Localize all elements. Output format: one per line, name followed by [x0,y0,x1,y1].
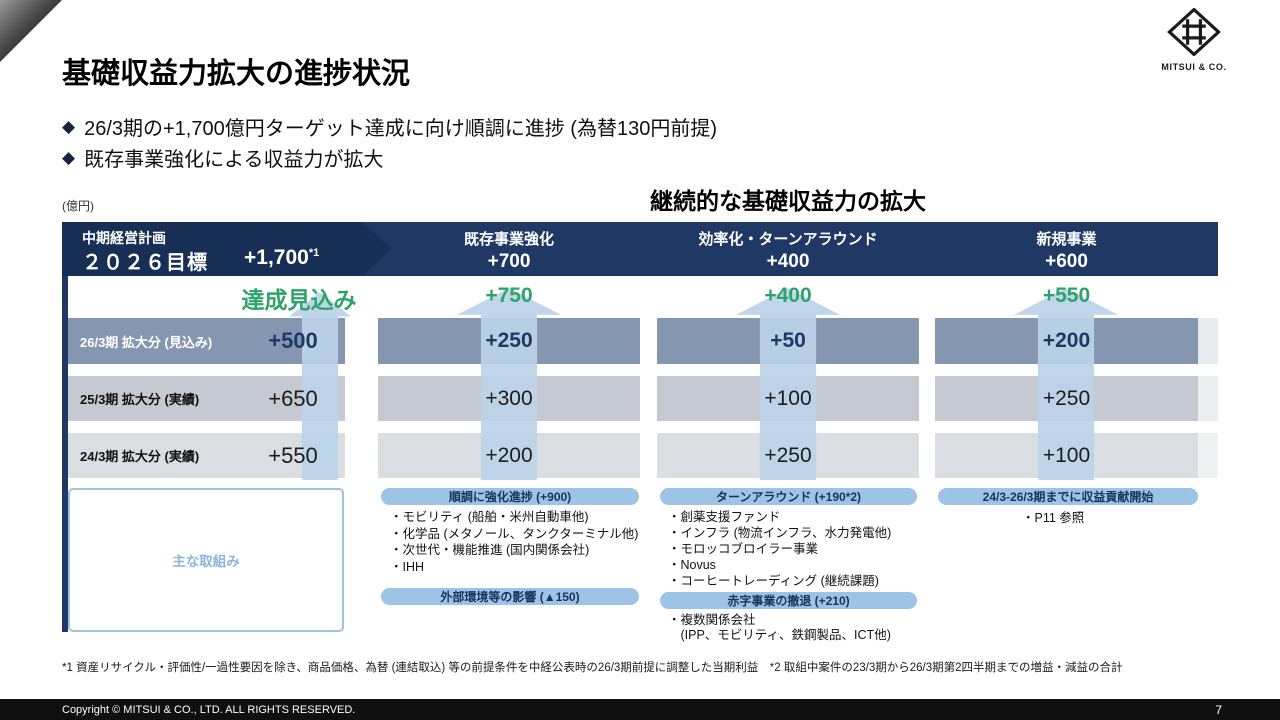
row-total: +650 [268,385,318,411]
cell-value: +100 [1042,443,1091,467]
cell-value: +100 [764,386,812,410]
note-pill: ターンアラウンド (+190*2) [660,488,917,505]
note-list: ・P11 参照 [1022,510,1084,527]
footer-bar: Copyright © MITSUI & CO., LTD. ALL RIGHT… [0,699,1280,720]
forecast-value: +550 [1042,284,1091,307]
note-pill: 24/3-26/3期までに収益貢献開始 [938,488,1198,505]
cell-value: +50 [770,329,806,352]
column-target: +400 [766,251,810,272]
plan-label-line1: 中期経営計画 [82,230,166,246]
row-total: +500 [268,328,318,353]
note-list: ・複数関係会社 (IPP、モビリティ、鉄鋼製品、ICT他) [668,613,891,643]
note-item: ・創薬支援ファンド [668,510,781,524]
cell-value: +200 [485,443,533,467]
section-title: 継続的な基礎収益力の拡大 [650,188,926,214]
corner-decoration [0,0,62,62]
bullet-text: 26/3期の+1,700億円ターゲット達成に向け順調に進捗 (為替130円前提) [84,118,717,140]
plan-footnote-mark: *1 [308,247,320,259]
forecast-value: +750 [485,284,533,307]
column-title: 新規事業 [1036,231,1097,248]
note-item: ・IHH [390,559,425,574]
note-pill: 順調に強化進捗 (+900) [381,488,639,505]
note-list: ・創薬支援ファンド ・インフラ (物流インフラ、水力発電他) ・モロッコブロイラ… [668,509,891,589]
row-tail [1198,433,1218,478]
bullet-item: ◆ 既存事業強化による収益力が拡大 [62,143,383,172]
note-list: ・モビリティ (船舶・米州自動車他) ・化学品 (メタノール、タンクターミナル他… [390,509,638,575]
footnote: *1 資産リサイクル・評価性/一過性要因を除き、商品価格、為替 (連結取込) 等… [62,662,1123,674]
row-label: 25/3期 拡大分 (実績) [80,392,200,407]
diamond-icon: ◆ [62,116,76,136]
note-item: ・コーヒートレーディング (継続課題) [668,574,879,588]
cell-value: +250 [1042,386,1091,410]
row-label: 26/3期 拡大分 (見込み) [80,334,213,350]
row-header-cell: 26/3期 拡大分 (見込み) +500 [68,318,345,364]
plan-label-line2: ２０２６目標 [82,252,208,274]
column-title: 既存事業強化 [463,231,554,248]
mitsui-igeta-icon [1167,7,1221,57]
table-left-accent [62,222,68,632]
note-pill: 赤字事業の撤退 (+210) [660,592,917,609]
slide-title: 基礎収益力拡大の進捗状況 [62,58,411,90]
unit-label: (億円) [62,199,94,213]
forecast-value: +400 [764,284,812,307]
row-tail [1198,318,1218,364]
forecast-label: 達成見込み [241,287,357,313]
column-target: +600 [1045,251,1088,272]
row-label: 24/3期 拡大分 (実績) [80,449,200,464]
note-item: ・インフラ (物流インフラ、水力発電他) [668,526,892,540]
note-item: ・化学品 (メタノール、タンクターミナル他) [390,526,639,541]
plan-target-value: +1,700*1 [244,246,319,270]
table-header: 中期経営計画 ２０２６目標 +1,700*1 既存事業強化 +700 効率化・タ… [62,222,1218,276]
column-header-newbiz: 新規事業 +600 [935,228,1198,273]
key-initiatives-box: 主な取組み [68,488,344,632]
column-title: 効率化・ターンアラウンド [698,231,878,248]
cell-value: +250 [764,443,812,467]
key-initiatives-label: 主な取組み [172,554,240,569]
column-header-existing: 既存事業強化 +700 [378,228,640,273]
note-pill: 外部環境等の影響 (▲150) [381,588,639,605]
row-header-cell: 24/3期 拡大分 (実績) +550 [68,433,345,478]
note-item: ・次世代・機能推進 (国内関係会社) [390,543,590,557]
row-tail [1198,376,1218,421]
cell-value: +300 [485,386,533,410]
note-item: ・モロッコブロイラー事業 [668,542,819,556]
note-item: ・モビリティ (船舶・米州自動車他) [390,510,589,524]
bullet-text: 既存事業強化による収益力が拡大 [84,149,384,171]
row-cell: +200 [935,318,1198,364]
cell-value: +250 [485,329,533,352]
note-item: ・P11 参照 [1022,511,1085,525]
note-item: ・Novus [668,558,716,572]
page-number: 7 [1215,702,1222,717]
plan-target-number: +1,700 [244,246,309,269]
note-item: (IPP、モビリティ、鉄鋼製品、ICT他) [668,628,891,642]
diamond-icon: ◆ [62,147,76,167]
column-header-turnaround: 効率化・ターンアラウンド +400 [657,228,919,273]
bullet-item: ◆ 26/3期の+1,700億円ターゲット達成に向け順調に進捗 (為替130円前… [62,112,717,141]
cell-value: +200 [1042,329,1091,352]
row-total: +550 [268,442,318,468]
copyright: Copyright © MITSUI & CO., LTD. ALL RIGHT… [62,703,356,716]
row-header-cell: 25/3期 拡大分 (実績) +650 [68,376,345,421]
column-target: +700 [487,251,531,272]
logo-text: MITSUI & CO. [1161,62,1227,72]
plan-arrow-banner: 中期経営計画 ２０２６目標 +1,700*1 [62,222,392,276]
company-logo: MITSUI & CO. [1148,7,1240,72]
note-item: ・複数関係会社 [668,613,756,627]
